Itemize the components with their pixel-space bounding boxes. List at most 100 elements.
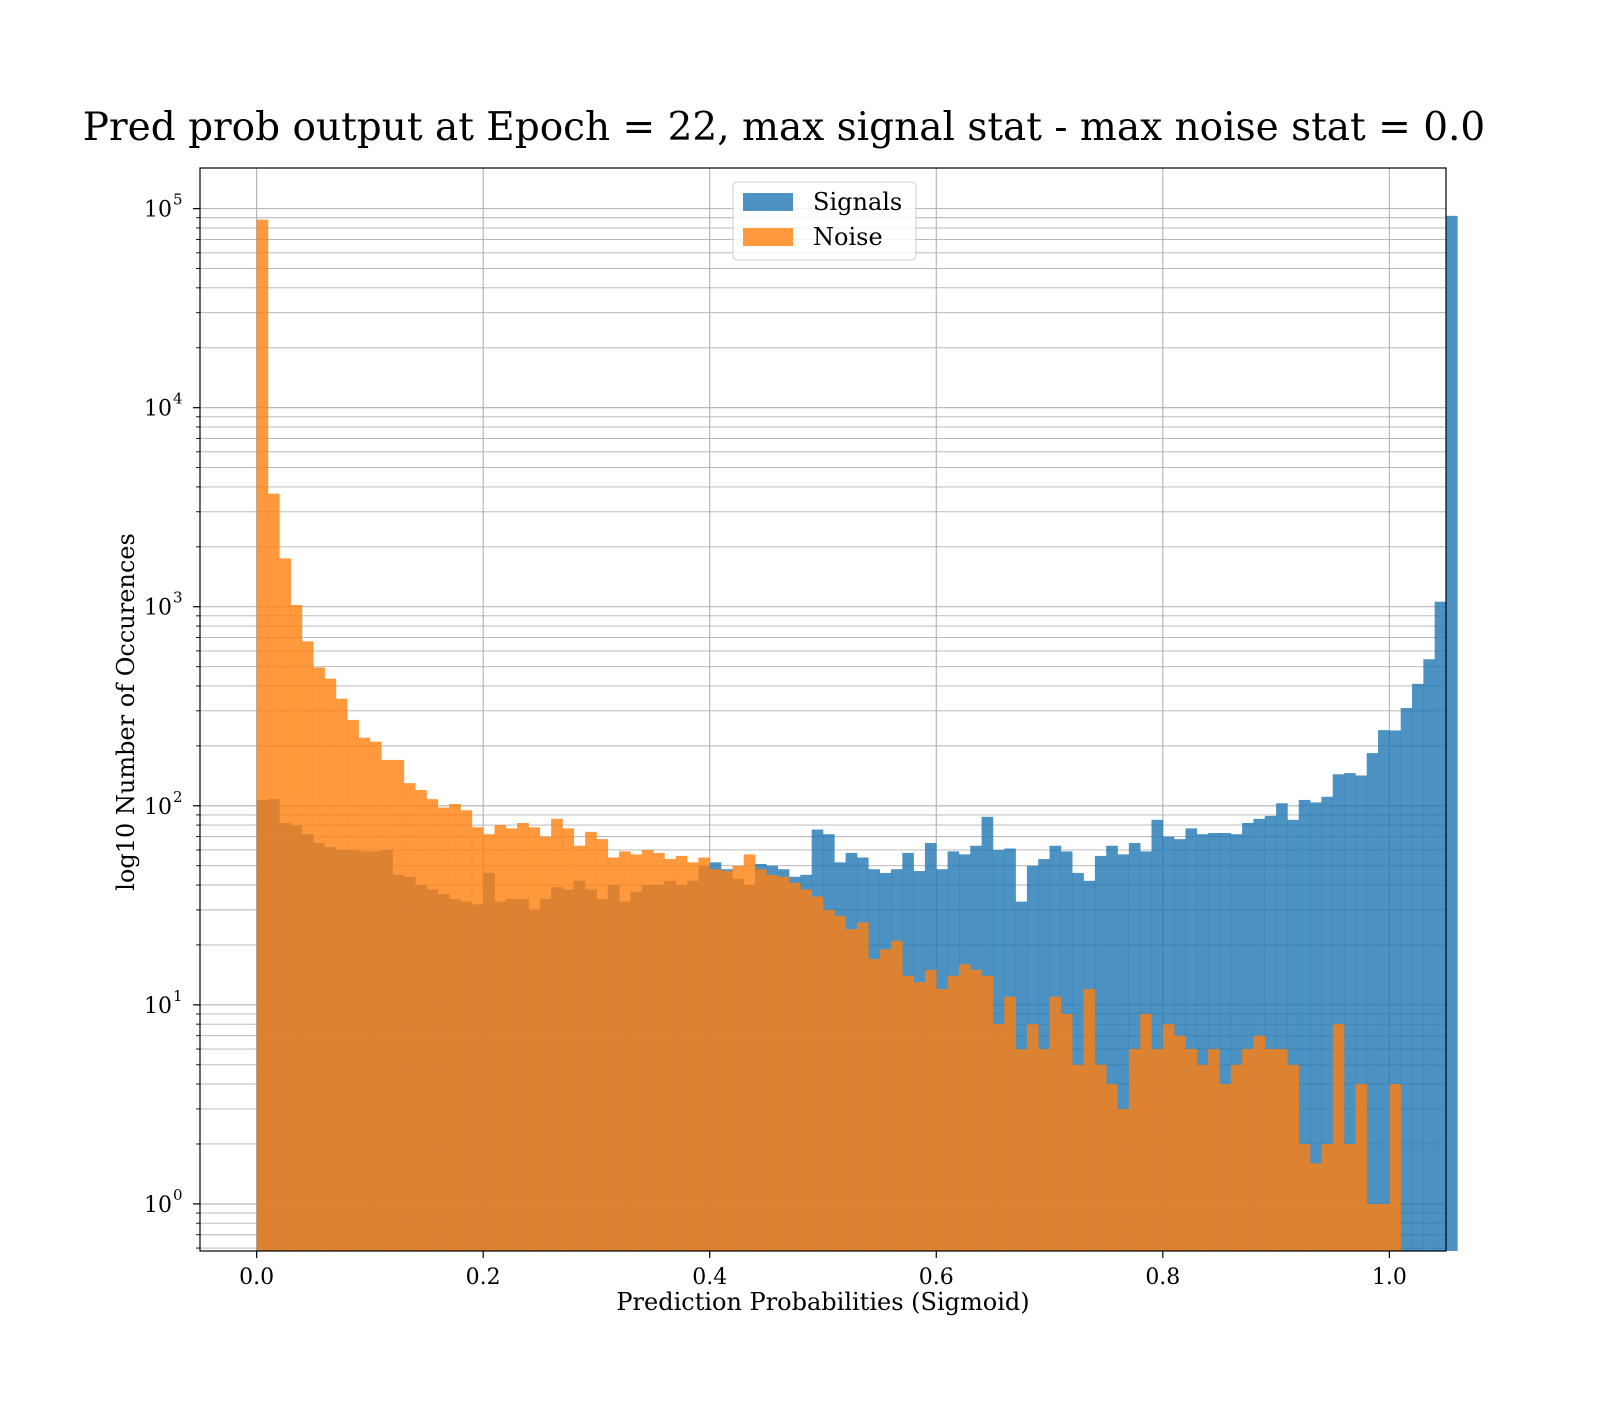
noise-bar bbox=[1355, 1084, 1368, 1251]
noise-bar bbox=[551, 818, 563, 1251]
y-tick-exponent: 2 bbox=[173, 788, 183, 806]
noise-bar bbox=[1151, 1049, 1164, 1251]
signal-bar bbox=[1128, 843, 1141, 1251]
legend-label-signals: Signals bbox=[813, 188, 902, 216]
noise-bar bbox=[471, 827, 484, 1251]
noise-bar bbox=[1310, 1163, 1322, 1251]
noise-bar bbox=[1219, 1084, 1232, 1251]
noise-bar bbox=[1026, 1024, 1039, 1251]
noise-bar bbox=[732, 865, 745, 1251]
noise-bar bbox=[517, 822, 529, 1251]
noise-bar bbox=[324, 678, 337, 1251]
signal-bar bbox=[1400, 707, 1413, 1251]
noise-bar bbox=[1185, 1049, 1198, 1251]
signal-bar bbox=[1423, 659, 1435, 1251]
noise-bar bbox=[562, 828, 575, 1251]
noise-bar bbox=[415, 790, 427, 1251]
signal-bar bbox=[1389, 730, 1401, 1251]
noise-bar bbox=[1230, 1064, 1243, 1251]
noise-bar bbox=[743, 854, 756, 1251]
noise-bar bbox=[958, 964, 971, 1251]
x-tick-label: 0.4 bbox=[692, 1265, 727, 1290]
signal-bar bbox=[1219, 833, 1232, 1251]
noise-bar bbox=[573, 845, 586, 1251]
noise-bar bbox=[528, 827, 541, 1251]
series-noise bbox=[256, 219, 1401, 1251]
legend: Signals Noise bbox=[732, 181, 917, 261]
y-axis-label: log10 Number of Occurences bbox=[112, 533, 140, 891]
noise-bar bbox=[1060, 1013, 1073, 1251]
signal-bar bbox=[1434, 601, 1447, 1251]
noise-bar bbox=[1287, 1064, 1300, 1251]
noise-bar bbox=[619, 851, 631, 1251]
y-tick-label: 10 bbox=[144, 397, 172, 422]
noise-bar bbox=[936, 989, 948, 1251]
y-tick-exponent: 0 bbox=[173, 1186, 183, 1204]
legend-label-noise: Noise bbox=[813, 223, 883, 251]
signal-bar bbox=[1094, 855, 1107, 1251]
signal-bar bbox=[1332, 774, 1345, 1251]
noise-bar bbox=[483, 834, 495, 1251]
noise-bar bbox=[721, 871, 733, 1251]
signal-bar bbox=[1106, 845, 1118, 1251]
noise-bar bbox=[675, 855, 688, 1251]
noise-bar bbox=[947, 975, 960, 1251]
noise-bar bbox=[539, 836, 552, 1251]
signal-bar bbox=[1310, 802, 1322, 1251]
signal-bar bbox=[1196, 834, 1209, 1251]
noise-bar bbox=[460, 810, 473, 1251]
noise-bar bbox=[1083, 989, 1096, 1251]
noise-bar bbox=[1004, 996, 1016, 1251]
noise-bar bbox=[811, 896, 824, 1251]
noise-bar bbox=[664, 859, 677, 1251]
noise-bar bbox=[1366, 1203, 1379, 1251]
noise-bar bbox=[641, 849, 654, 1251]
noise-bar bbox=[607, 857, 620, 1251]
noise-bar bbox=[358, 737, 371, 1251]
noise-bar bbox=[698, 857, 711, 1251]
x-axis-label: Prediction Probabilities (Sigmoid) bbox=[616, 1288, 1029, 1316]
signal-bar bbox=[1344, 773, 1356, 1251]
noise-bar bbox=[335, 698, 348, 1251]
noise-bar bbox=[766, 874, 778, 1251]
noise-bar bbox=[426, 799, 439, 1251]
signal-bar bbox=[1117, 854, 1130, 1251]
noise-bar bbox=[1332, 1024, 1345, 1251]
signal-bar bbox=[1242, 822, 1254, 1251]
signal-bar bbox=[1253, 818, 1266, 1251]
noise-bar bbox=[1049, 996, 1062, 1251]
noise-bar bbox=[1298, 1143, 1311, 1251]
noise-bar bbox=[879, 949, 892, 1251]
noise-bar bbox=[1038, 1049, 1050, 1251]
noise-bar bbox=[868, 958, 880, 1251]
x-tick-label: 0.6 bbox=[919, 1265, 954, 1290]
noise-bar bbox=[1344, 1143, 1356, 1251]
plot-frame bbox=[199, 167, 1447, 1252]
noise-bar bbox=[256, 219, 269, 1251]
y-tick-exponent: 1 bbox=[173, 987, 183, 1005]
noise-bar bbox=[1094, 1064, 1107, 1251]
noise-bar bbox=[1174, 1035, 1186, 1251]
noise-bar bbox=[1208, 1049, 1220, 1251]
noise-bar bbox=[403, 783, 416, 1251]
signal-bar bbox=[1208, 833, 1220, 1251]
noise-bar bbox=[981, 975, 994, 1251]
noise-bar bbox=[755, 869, 767, 1251]
noise-bar bbox=[1389, 1084, 1401, 1251]
noise-bar bbox=[381, 759, 393, 1251]
y-tick-label: 10 bbox=[144, 994, 172, 1019]
noise-bar bbox=[1321, 1143, 1334, 1251]
y-tick-label: 10 bbox=[144, 198, 172, 223]
noise-bar bbox=[1128, 1049, 1141, 1251]
signal-bar bbox=[1276, 803, 1288, 1251]
noise-bar bbox=[789, 882, 801, 1251]
noise-bar bbox=[913, 982, 926, 1251]
y-tick-exponent: 5 bbox=[173, 191, 183, 209]
noise-bar bbox=[301, 641, 314, 1251]
noise-bar bbox=[267, 493, 280, 1251]
noise-bar bbox=[290, 605, 303, 1251]
x-tick-label: 0.2 bbox=[466, 1265, 501, 1290]
